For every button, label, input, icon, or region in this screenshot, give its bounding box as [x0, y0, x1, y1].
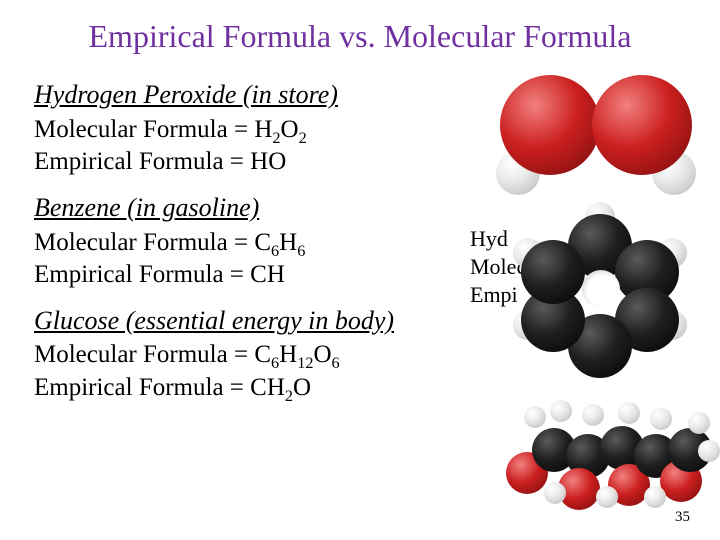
section-heading-benzene: Benzene (in gasoline) — [34, 191, 464, 225]
empirical-label: Empirical Formula = — [34, 261, 250, 288]
molecule-peroxide-icon — [500, 75, 700, 195]
atom-carbon — [521, 240, 585, 304]
formula-part: H — [279, 229, 297, 256]
molecule-benzene-icon — [515, 210, 685, 365]
empirical-label: Empirical Formula = — [34, 374, 250, 401]
atom-hydrogen — [524, 406, 546, 428]
molecular-label: Molecular Formula = — [34, 341, 254, 368]
formula-sub: 6 — [297, 242, 305, 260]
formula-part: H — [279, 341, 297, 368]
formula-part: CH — [250, 261, 285, 288]
molecular-label: Molecular Formula = — [34, 116, 254, 143]
formula-sub: 12 — [297, 354, 313, 372]
molecular-formula-line: Molecular Formula = C6H6 — [34, 227, 464, 260]
formula-sub: 6 — [271, 354, 279, 372]
formula-part: CH — [250, 374, 285, 401]
atom-hydrogen — [544, 482, 566, 504]
atom-hydrogen — [596, 486, 618, 508]
page-number: 35 — [675, 509, 690, 526]
ring-hole — [582, 270, 620, 308]
atom-hydrogen — [644, 486, 666, 508]
formula-sub: 2 — [285, 387, 293, 405]
section-heading-peroxide: Hydrogen Peroxide (in store) — [34, 78, 464, 112]
formula-part: C — [254, 341, 271, 368]
body-text: Hydrogen Peroxide (in store) Molecular F… — [34, 78, 464, 404]
atom-hydrogen — [582, 404, 604, 426]
molecular-label: Molecular Formula = — [34, 229, 254, 256]
formula-part: O — [313, 341, 331, 368]
empirical-formula-line: Empirical Formula = CH — [34, 259, 464, 292]
atom-oxygen — [592, 75, 692, 175]
empirical-label: Empirical Formula = — [34, 148, 250, 175]
atom-hydrogen — [650, 408, 672, 430]
formula-part: C — [254, 229, 271, 256]
atom-hydrogen — [688, 412, 710, 434]
slide: Empirical Formula vs. Molecular Formula … — [0, 0, 720, 540]
empirical-formula-line: Empirical Formula = CH2O — [34, 372, 464, 405]
formula-part: H — [254, 116, 272, 143]
page-title: Empirical Formula vs. Molecular Formula — [0, 18, 720, 55]
formula-part: HO — [250, 148, 286, 175]
formula-sub: 6 — [271, 242, 279, 260]
formula-sub: 2 — [299, 129, 307, 147]
formula-part: O — [293, 374, 311, 401]
formula-part: O — [281, 116, 299, 143]
molecular-formula-line: Molecular Formula = C6H12O6 — [34, 339, 464, 372]
empirical-formula-line: Empirical Formula = HO — [34, 146, 464, 179]
formula-sub: 6 — [332, 354, 340, 372]
atom-hydrogen — [550, 400, 572, 422]
formula-sub: 2 — [272, 129, 280, 147]
atom-oxygen — [500, 75, 600, 175]
section-heading-glucose: Glucose (essential energy in body) — [34, 304, 464, 338]
molecule-glucose-icon — [500, 390, 710, 510]
atom-hydrogen — [698, 440, 720, 462]
atom-hydrogen — [618, 402, 640, 424]
molecular-formula-line: Molecular Formula = H2O2 — [34, 114, 464, 147]
